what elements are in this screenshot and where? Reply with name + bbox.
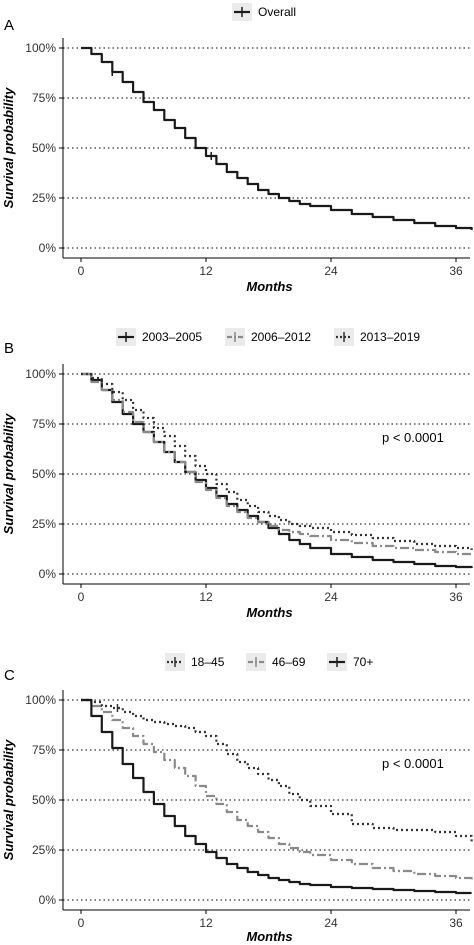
panel-letter: C <box>4 667 15 684</box>
legend-label: 46–69 <box>272 655 306 669</box>
legend-item: 2003–2005 <box>116 328 202 346</box>
legend-item: 18–45 <box>165 653 225 671</box>
legend-label: 18–45 <box>191 655 225 669</box>
legend-item: 2013–2019 <box>334 328 420 346</box>
y-tick-label: 75% <box>32 417 56 431</box>
x-tick-label: 36 <box>449 264 463 278</box>
x-tick-label: 36 <box>449 590 463 604</box>
survival-curve <box>81 46 473 230</box>
legend-label: Overall <box>258 5 296 19</box>
x-tick-label: 24 <box>324 590 338 604</box>
legend-item: 2006–2012 <box>225 328 311 346</box>
legend-item: Overall <box>232 3 296 21</box>
survival-curve <box>81 698 472 895</box>
survival-curve <box>81 372 473 569</box>
panel-c: C 0% 25% 50% 75% 100% 0 12 24 36 Months Survival pr… <box>1 653 473 944</box>
y-tick-label: 75% <box>32 91 56 105</box>
x-tick-label: 12 <box>199 916 213 930</box>
x-tick-label: 24 <box>324 916 338 930</box>
survival-curve <box>81 372 473 550</box>
y-axis-title: Survival probability <box>1 87 16 208</box>
y-tick-label: 0% <box>39 241 57 255</box>
legend-item: 46–69 <box>246 653 306 671</box>
survival-curve <box>81 698 473 844</box>
y-tick-label: 25% <box>32 517 56 531</box>
legend-label: 2006–2012 <box>251 330 311 344</box>
panel-a: A 0% 25% 50% 75% 100% 0 12 24 36 Months Survival pr… <box>1 3 473 294</box>
p-value-annotation: p < 0.0001 <box>382 756 444 771</box>
legend: 2003–2005 2006–2012 2013–2019 <box>116 328 420 346</box>
x-tick-label: 12 <box>199 590 213 604</box>
x-tick-label: 0 <box>78 916 85 930</box>
y-tick-label: 50% <box>32 467 56 481</box>
y-axis-title: Survival probability <box>1 413 16 534</box>
legend-label: 2003–2005 <box>142 330 202 344</box>
y-tick-label: 100% <box>25 367 56 381</box>
y-tick-label: 100% <box>25 41 56 55</box>
y-tick-label: 100% <box>25 693 56 707</box>
x-axis-title: Months <box>246 279 292 294</box>
survival-curve <box>81 698 473 880</box>
x-tick-label: 0 <box>78 264 85 278</box>
y-tick-label: 25% <box>32 843 56 857</box>
x-axis-title: Months <box>246 929 292 944</box>
x-tick-label: 24 <box>324 264 338 278</box>
survival-curve <box>81 372 473 556</box>
legend-item: 70+ <box>327 653 373 671</box>
panel-b: B 0% 25% 50% 75% 100% 0 12 24 36 Months Survival pr… <box>1 328 473 620</box>
y-tick-label: 25% <box>32 191 56 205</box>
y-tick-label: 50% <box>32 793 56 807</box>
panel-letter: B <box>4 340 14 357</box>
y-tick-label: 0% <box>39 893 57 907</box>
panel-letter: A <box>4 17 14 34</box>
y-axis-title: Survival probability <box>1 739 16 860</box>
legend: Overall <box>232 3 296 21</box>
y-tick-label: 0% <box>39 567 57 581</box>
legend-label: 2013–2019 <box>360 330 420 344</box>
y-tick-label: 50% <box>32 141 56 155</box>
y-tick-label: 75% <box>32 743 56 757</box>
x-tick-label: 36 <box>449 916 463 930</box>
legend: 18–45 46–69 70+ <box>165 653 373 671</box>
p-value-annotation: p < 0.0001 <box>382 430 444 445</box>
legend-label: 70+ <box>353 655 373 669</box>
x-tick-label: 12 <box>199 264 213 278</box>
x-axis-title: Months <box>246 605 292 620</box>
x-tick-label: 0 <box>78 590 85 604</box>
